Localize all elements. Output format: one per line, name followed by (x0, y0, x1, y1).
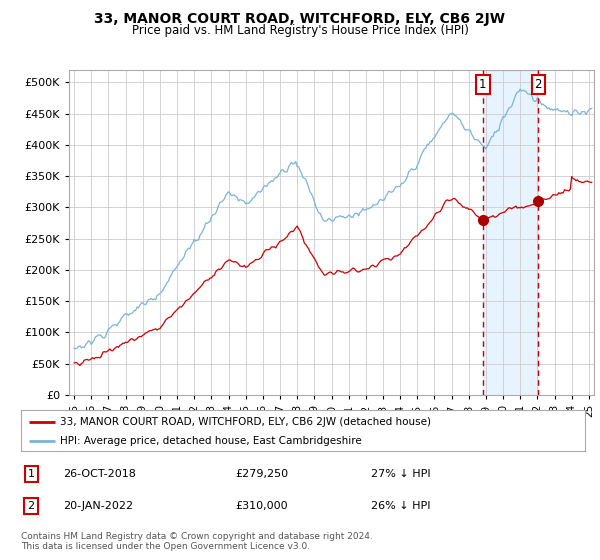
Text: 27% ↓ HPI: 27% ↓ HPI (371, 469, 430, 479)
Text: 20-JAN-2022: 20-JAN-2022 (64, 501, 133, 511)
Text: Contains HM Land Registry data © Crown copyright and database right 2024.
This d: Contains HM Land Registry data © Crown c… (21, 532, 373, 552)
Text: £279,250: £279,250 (235, 469, 289, 479)
Text: Price paid vs. HM Land Registry's House Price Index (HPI): Price paid vs. HM Land Registry's House … (131, 24, 469, 36)
Bar (483, 70, 538, 395)
Text: 26% ↓ HPI: 26% ↓ HPI (371, 501, 430, 511)
Text: 2: 2 (535, 78, 542, 91)
Text: 33, MANOR COURT ROAD, WITCHFORD, ELY, CB6 2JW (detached house): 33, MANOR COURT ROAD, WITCHFORD, ELY, CB… (61, 417, 431, 427)
Text: 1: 1 (28, 469, 35, 479)
Text: 1: 1 (479, 78, 487, 91)
Text: 33, MANOR COURT ROAD, WITCHFORD, ELY, CB6 2JW: 33, MANOR COURT ROAD, WITCHFORD, ELY, CB… (95, 12, 505, 26)
Text: 26-OCT-2018: 26-OCT-2018 (64, 469, 136, 479)
Text: HPI: Average price, detached house, East Cambridgeshire: HPI: Average price, detached house, East… (61, 436, 362, 446)
Text: £310,000: £310,000 (235, 501, 288, 511)
Text: 2: 2 (28, 501, 35, 511)
